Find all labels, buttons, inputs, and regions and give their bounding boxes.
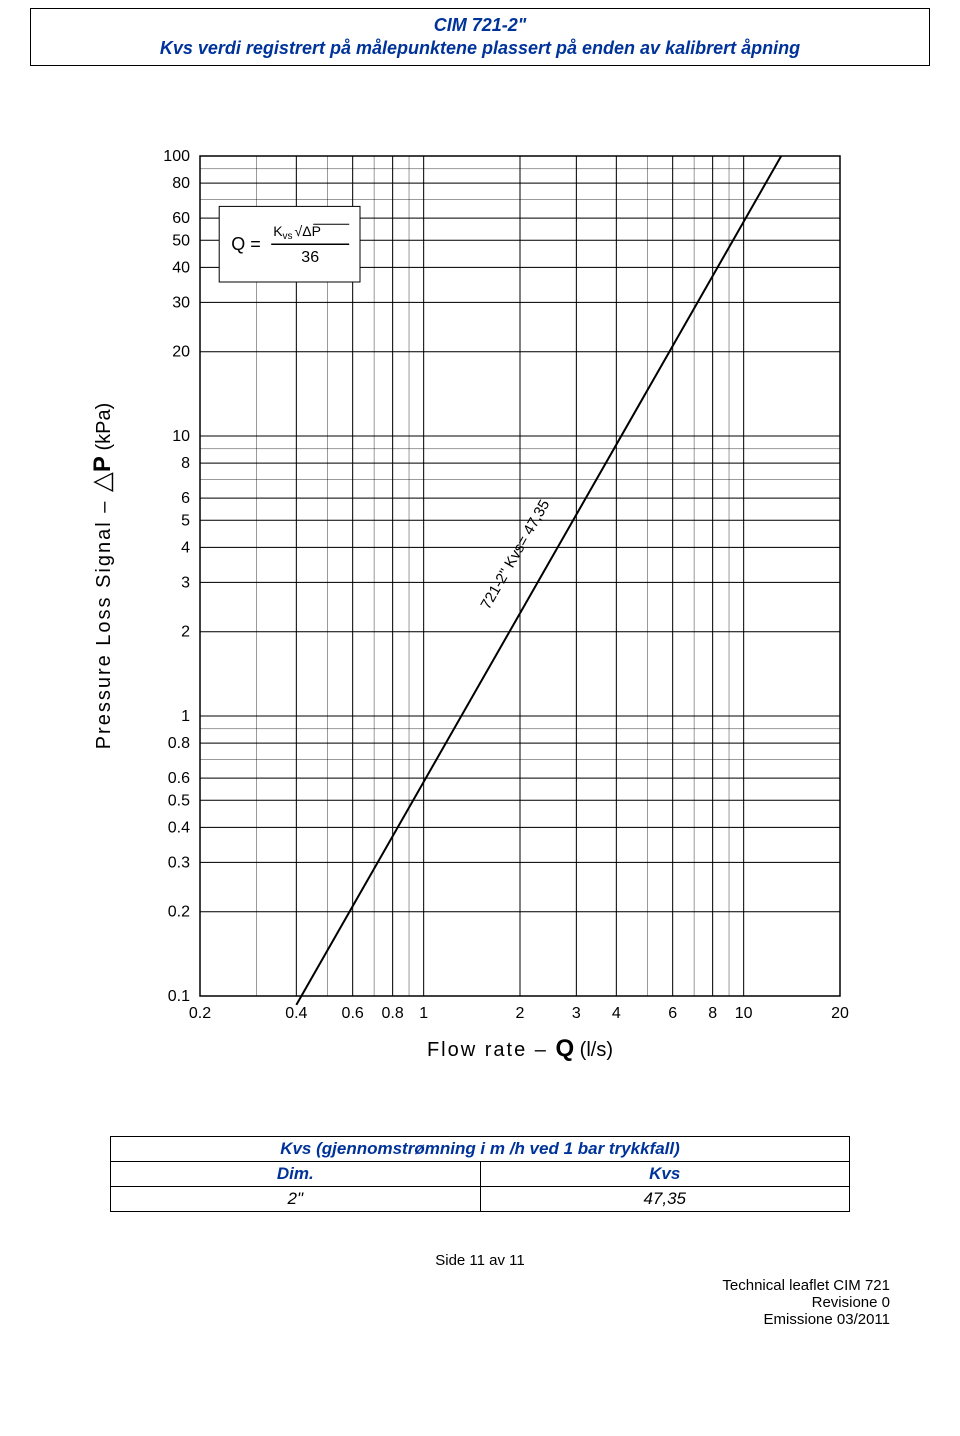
svg-text:Pressure Loss Signal – △P: Pressure Loss Signal – △P (kPa): [86, 403, 116, 750]
kvs-cell-val: 47,35: [480, 1187, 850, 1212]
svg-text:10: 10: [735, 1005, 753, 1022]
svg-text:6: 6: [181, 490, 190, 507]
svg-text:0.4: 0.4: [285, 1005, 307, 1022]
svg-text:8: 8: [181, 455, 190, 472]
kvs-table-caption: Kvs (gjennomstrømning i m /h ved 1 bar t…: [280, 1139, 680, 1158]
svg-text:20: 20: [831, 1005, 849, 1022]
kvs-table-wrap: Kvs (gjennomstrømning i m /h ved 1 bar t…: [110, 1136, 850, 1212]
svg-text:0.2: 0.2: [168, 904, 190, 921]
svg-text:3: 3: [181, 574, 190, 591]
header-title: CIM 721-2": [41, 15, 919, 36]
svg-text:2: 2: [181, 624, 190, 641]
svg-text:40: 40: [172, 259, 190, 276]
svg-text:60: 60: [172, 210, 190, 227]
svg-text:30: 30: [172, 294, 190, 311]
svg-text:2: 2: [516, 1005, 525, 1022]
kvs-table: Kvs (gjennomstrømning i m /h ved 1 bar t…: [110, 1136, 850, 1212]
svg-text:0.2: 0.2: [189, 1005, 211, 1022]
svg-text:0.1: 0.1: [168, 988, 190, 1005]
svg-text:0.6: 0.6: [342, 1005, 364, 1022]
svg-text:Q =: Q =: [231, 234, 261, 254]
svg-text:0.3: 0.3: [168, 854, 190, 871]
svg-text:20: 20: [172, 344, 190, 361]
svg-text:3: 3: [572, 1005, 581, 1022]
svg-text:0.8: 0.8: [168, 735, 190, 752]
footer-meta: Technical leaflet CIM 721 Revisione 0 Em…: [0, 1277, 890, 1328]
svg-text:5: 5: [181, 512, 190, 529]
svg-text:1: 1: [181, 708, 190, 725]
svg-text:Flow rate – Q (l/s): Flow rate – Q (l/s): [427, 1035, 613, 1062]
header-subtitle: Kvs verdi registrert på målepunktene pla…: [41, 38, 919, 59]
svg-text:0.8: 0.8: [382, 1005, 404, 1022]
footer-line-2: Revisione 0: [0, 1294, 890, 1311]
svg-text:0.5: 0.5: [168, 792, 190, 809]
kvs-cell-dim: 2": [111, 1187, 481, 1212]
svg-text:4: 4: [181, 539, 190, 556]
svg-text:8: 8: [708, 1005, 717, 1022]
footer-line-1: Technical leaflet CIM 721: [0, 1277, 890, 1294]
svg-text:50: 50: [172, 232, 190, 249]
svg-text:6: 6: [668, 1005, 677, 1022]
svg-text:0.6: 0.6: [168, 770, 190, 787]
svg-text:1: 1: [419, 1005, 428, 1022]
svg-text:10: 10: [172, 428, 190, 445]
footer-page: Side 11 av 11: [0, 1252, 960, 1269]
svg-text:4: 4: [612, 1005, 621, 1022]
kvs-col-kvs: Kvs: [649, 1164, 680, 1183]
kvs-col-dim: Dim.: [277, 1164, 314, 1183]
svg-text:80: 80: [172, 175, 190, 192]
svg-text:36: 36: [301, 249, 319, 266]
chart-svg: 0.20.40.60.812346810200.10.20.30.40.50.6…: [80, 126, 880, 1096]
svg-text:721-2" Kvs= 47,35: 721-2" Kvs= 47,35: [477, 497, 553, 613]
header-box: CIM 721-2" Kvs verdi registrert på målep…: [30, 8, 930, 66]
footer-line-3: Emissione 03/2011: [0, 1311, 890, 1328]
svg-text:100: 100: [163, 148, 190, 165]
svg-text:0.4: 0.4: [168, 819, 190, 836]
pressure-flow-chart: 0.20.40.60.812346810200.10.20.30.40.50.6…: [80, 126, 880, 1096]
